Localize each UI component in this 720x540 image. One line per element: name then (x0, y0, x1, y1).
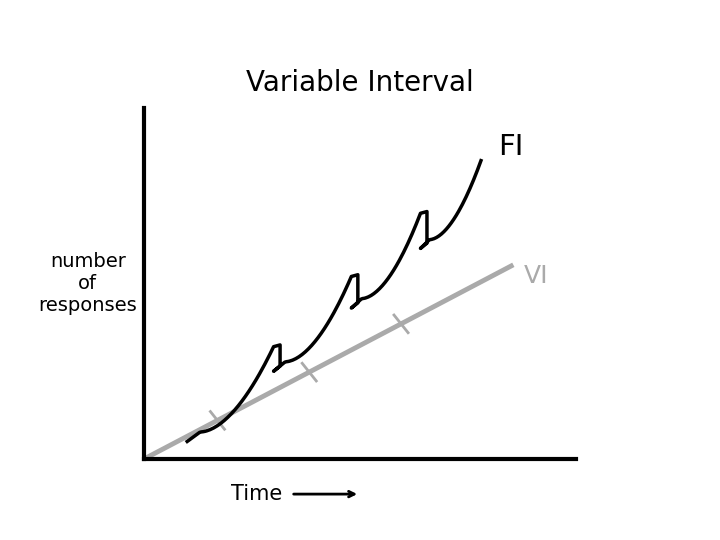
Text: number
of
responses: number of responses (38, 252, 138, 315)
Text: Time: Time (231, 484, 282, 504)
Title: Variable Interval: Variable Interval (246, 69, 474, 97)
Text: FI: FI (498, 132, 524, 160)
Text: VI: VI (524, 265, 549, 288)
